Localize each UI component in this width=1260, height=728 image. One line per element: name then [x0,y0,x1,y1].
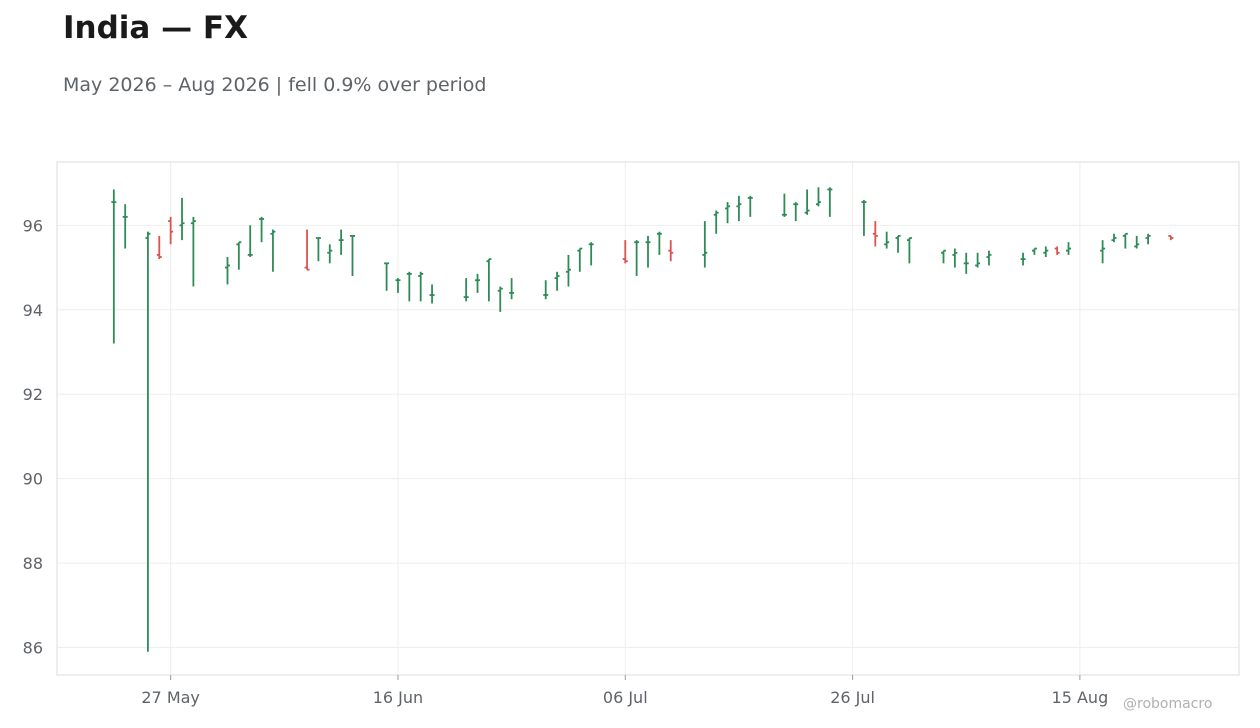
ohlc-bar [827,187,833,217]
ohlc-bar [384,262,390,291]
x-tick-label: 06 Jul [603,688,648,707]
x-tick-label: 27 May [141,688,200,707]
ohlc-bar [122,204,128,249]
y-tick-label: 88 [23,554,43,573]
ohlc-bar [497,286,503,312]
ohlc-bar [952,248,958,268]
y-tick-label: 96 [23,216,43,235]
ohlc-bar [1134,235,1140,249]
ohlc-bar [622,240,628,264]
ohlc-bar [463,278,469,302]
ohlc-bar [713,210,719,234]
ohlc-bar [1020,252,1026,266]
ohlc-bar [429,284,435,304]
ohlc-bar [963,252,969,274]
ohlc-bar [247,225,253,257]
ohlc-bar [577,247,583,272]
ohlc-bar [906,237,912,264]
y-tick-label: 94 [23,301,43,320]
ohlc-bar [1043,246,1049,257]
ohlc-bar [668,240,674,262]
ohlc-bar [941,249,946,264]
plot-frame [56,161,1240,676]
ohlc-bar [1122,232,1128,249]
ohlc-bar [350,234,355,276]
y-axis-ticks: 86 88 90 92 94 96 [23,216,43,657]
ohlc-bar [145,231,151,652]
chart-title: India — FX [63,10,249,46]
y-tick-label: 92 [23,385,43,404]
ohlc-bar [111,189,117,344]
ohlc-bars [111,187,1174,652]
ohlc-bar [725,202,731,224]
ohlc-bar [554,271,560,291]
x-axis-ticks: 27 May 16 Jun 06 Jul 26 Jul 15 Aug [141,675,1108,707]
ohlc-bar [895,234,901,253]
ohlc-bar [804,189,810,215]
ohlc-bar [986,250,992,266]
ohlc-bar [872,221,878,247]
ohlc-bar [327,244,333,264]
x-tick-label: 26 Jul [830,688,875,707]
ohlc-bar [418,271,424,302]
ohlc-bar [270,229,276,272]
ohlc-bar [315,237,321,262]
x-tick-label: 16 Jun [373,688,423,707]
ohlc-bar [486,258,492,302]
ohlc-bar [1031,247,1037,255]
ohlc-bar [1054,246,1060,255]
x-tick-label: 15 Aug [1052,688,1109,707]
ohlc-bar [793,202,799,222]
ohlc-bar [861,200,867,236]
ohlc-bar [565,254,571,287]
watermark: @robomacro [1123,696,1213,712]
ohlc-bar [179,197,185,241]
ohlc-bar [975,252,981,268]
ohlc-bar [224,257,230,285]
ohlc-bar [815,187,821,207]
ohlc-bar [406,271,412,302]
ohlc-bar [395,278,401,293]
ohlc-bar [1168,234,1174,241]
ohlc-bar [736,195,742,222]
ohlc-bar [543,280,549,300]
ohlc-bar [634,240,640,276]
ohlc-bar [304,229,310,271]
ohlc-bar [588,242,594,266]
ohlc-bar [747,195,753,217]
ohlc-bar [168,216,174,245]
ohlc-bar [236,241,242,270]
ohlc-bar [259,216,265,243]
ohlc-bar [781,193,787,217]
ohlc-bar [884,231,890,249]
ohlc-bar [156,235,162,260]
y-tick-label: 86 [23,639,43,658]
ohlc-bar [645,235,651,268]
ohlc-bar [1145,233,1151,245]
ohlc-bar [1100,240,1106,264]
ohlc-bar [475,273,481,293]
ohlc-bar [1111,233,1117,243]
ohlc-bar [1066,242,1072,255]
ohlc-bar [190,216,196,287]
chart-subtitle: May 2026 – Aug 2026 | fell 0.9% over per… [63,74,487,96]
ohlc-bar [509,278,515,300]
ohlc-bar [338,229,344,255]
y-tick-label: 90 [23,470,43,489]
ohlc-bar [702,221,708,268]
ohlc-bar [656,231,662,255]
